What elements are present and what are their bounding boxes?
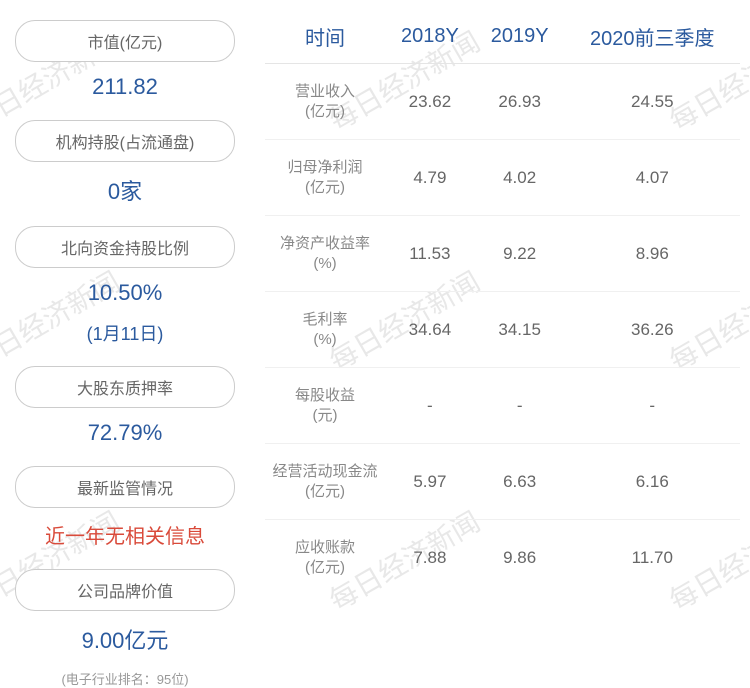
cell: 4.79 (385, 140, 475, 216)
table-row: 应收账款(亿元) 7.88 9.86 11.70 (265, 520, 740, 596)
northbound-holding-value: 10.50% (15, 280, 235, 306)
col-2018: 2018Y (385, 10, 475, 64)
table-row: 毛利率(%) 34.64 34.15 36.26 (265, 292, 740, 368)
brand-value-rank: (电子行业排名：95位) (15, 669, 235, 688)
table-row: 营业收入(亿元) 23.62 26.93 24.55 (265, 64, 740, 140)
northbound-holding-label: 北向资金持股比例 (15, 226, 235, 268)
cell: 26.93 (475, 64, 565, 140)
cell: 11.70 (565, 520, 740, 596)
table-row: 经营活动现金流(亿元) 5.97 6.63 6.16 (265, 444, 740, 520)
market-cap-label: 市值(亿元) (15, 20, 235, 62)
left-info-panel: 市值(亿元) 211.82 机构持股(占流通盘) 0家 北向资金持股比例 10.… (0, 0, 250, 678)
cell: 6.16 (565, 444, 740, 520)
row-ocf-label: 经营活动现金流(亿元) (265, 444, 385, 520)
brand-value-label: 公司品牌价值 (15, 569, 235, 611)
row-revenue-label: 营业收入(亿元) (265, 64, 385, 140)
financial-table: 时间 2018Y 2019Y 2020前三季度 营业收入(亿元) 23.62 2… (265, 10, 740, 595)
col-time: 时间 (265, 10, 385, 64)
cell: - (385, 368, 475, 444)
row-netprofit-label: 归母净利润(亿元) (265, 140, 385, 216)
pledge-rate-value: 72.79% (15, 420, 235, 446)
northbound-holding-date: (1月11日) (15, 320, 235, 346)
cell: 36.26 (565, 292, 740, 368)
brand-value-value: 9.00亿元 (15, 623, 235, 655)
cell: 23.62 (385, 64, 475, 140)
cell: 9.86 (475, 520, 565, 596)
cell: 4.07 (565, 140, 740, 216)
cell: - (475, 368, 565, 444)
cell: 5.97 (385, 444, 475, 520)
cell: 11.53 (385, 216, 475, 292)
cell: 34.64 (385, 292, 475, 368)
row-receivables-label: 应收账款(亿元) (265, 520, 385, 596)
cell: 9.22 (475, 216, 565, 292)
right-table-panel: 时间 2018Y 2019Y 2020前三季度 营业收入(亿元) 23.62 2… (250, 0, 750, 678)
row-grossmargin-label: 毛利率(%) (265, 292, 385, 368)
market-cap-value: 211.82 (15, 74, 235, 100)
cell: 8.96 (565, 216, 740, 292)
col-2019: 2019Y (475, 10, 565, 64)
cell: - (565, 368, 740, 444)
table-row: 归母净利润(亿元) 4.79 4.02 4.07 (265, 140, 740, 216)
regulatory-value: 近一年无相关信息 (15, 520, 235, 549)
table-body: 营业收入(亿元) 23.62 26.93 24.55 归母净利润(亿元) 4.7… (265, 64, 740, 596)
row-roe-label: 净资产收益率(%) (265, 216, 385, 292)
table-row: 净资产收益率(%) 11.53 9.22 8.96 (265, 216, 740, 292)
cell: 34.15 (475, 292, 565, 368)
cell: 6.63 (475, 444, 565, 520)
table-row: 每股收益(元) - - - (265, 368, 740, 444)
row-eps-label: 每股收益(元) (265, 368, 385, 444)
table-header-row: 时间 2018Y 2019Y 2020前三季度 (265, 10, 740, 64)
regulatory-label: 最新监管情况 (15, 466, 235, 508)
cell: 4.02 (475, 140, 565, 216)
cell: 7.88 (385, 520, 475, 596)
institutional-holding-label: 机构持股(占流通盘) (15, 120, 235, 162)
institutional-holding-value: 0家 (15, 174, 235, 206)
cell: 24.55 (565, 64, 740, 140)
col-2020q3: 2020前三季度 (565, 10, 740, 64)
pledge-rate-label: 大股东质押率 (15, 366, 235, 408)
